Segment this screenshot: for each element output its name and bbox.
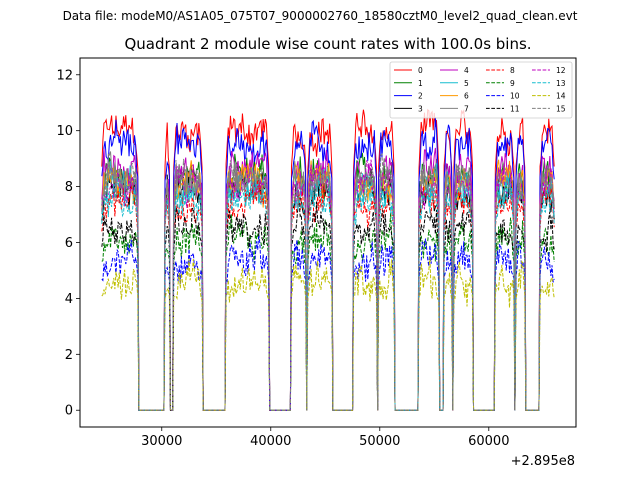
series-line-15 <box>101 153 555 411</box>
legend-label-12: 12 <box>556 66 566 75</box>
y-tick-label: 2 <box>65 348 73 363</box>
legend-label-6: 6 <box>464 92 469 101</box>
legend-label-2: 2 <box>418 92 423 101</box>
x-tick-label: 40000 <box>250 434 291 449</box>
x-offset-label: +2.895e8 <box>511 454 575 469</box>
y-tick-label: 12 <box>56 68 73 83</box>
y-tick-label: 8 <box>65 180 73 195</box>
y-tick-label: 6 <box>65 236 73 251</box>
legend-label-8: 8 <box>510 66 515 75</box>
legend-label-1: 1 <box>418 79 423 88</box>
y-axis: 0 2 4 6 8 10 12 <box>56 68 80 419</box>
legend-label-13: 13 <box>556 79 566 88</box>
legend-label-5: 5 <box>464 79 469 88</box>
x-tick-label: 60000 <box>468 434 509 449</box>
y-tick-label: 0 <box>65 404 73 419</box>
y-tick-label: 4 <box>65 292 73 307</box>
legend-label-9: 9 <box>510 79 515 88</box>
legend-label-4: 4 <box>464 66 469 75</box>
legend-label-15: 15 <box>556 104 566 113</box>
legend-label-14: 14 <box>556 92 566 101</box>
legend-label-11: 11 <box>510 104 520 113</box>
legend-label-7: 7 <box>464 104 469 113</box>
legend-box <box>389 61 573 119</box>
x-tick-label: 50000 <box>359 434 400 449</box>
series-line-12 <box>101 159 555 411</box>
x-axis: 30000 40000 50000 60000 <box>141 427 509 449</box>
series-line-14 <box>101 256 555 411</box>
legend-label-3: 3 <box>418 104 423 113</box>
series-layer <box>101 108 555 411</box>
y-tick-label: 10 <box>56 124 73 139</box>
legend-label-0: 0 <box>418 66 423 75</box>
figure-suptitle: Data file: modeM0/AS1A05_075T07_90000027… <box>63 9 578 23</box>
chart-title: Quadrant 2 module wise count rates with … <box>124 35 531 53</box>
x-tick-label: 30000 <box>141 434 182 449</box>
legend-label-10: 10 <box>510 92 520 101</box>
